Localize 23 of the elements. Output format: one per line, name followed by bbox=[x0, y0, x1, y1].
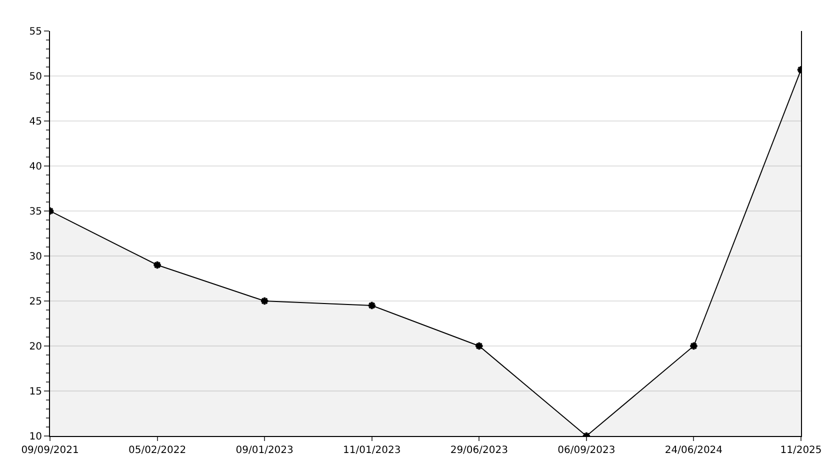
y-tick-label: 10 bbox=[29, 432, 42, 442]
y-tick-label: 15 bbox=[29, 386, 42, 398]
x-tick-label: 05/02/2022 bbox=[128, 445, 186, 456]
point bbox=[367, 300, 376, 310]
x-tick-label: 24/06/2024 bbox=[664, 445, 723, 456]
point bbox=[474, 341, 484, 351]
y-tick-label: 35 bbox=[29, 206, 42, 218]
x-tick-label: 09/01/2023 bbox=[236, 445, 294, 456]
x-tick-label: 06/09/2023 bbox=[558, 445, 616, 456]
x-tick-label: 09/09/2021 bbox=[21, 445, 79, 456]
x-tick-label: 29/06/2023 bbox=[450, 445, 508, 456]
y-tick-label: 20 bbox=[29, 342, 42, 352]
x-tick-label: 11/2025 bbox=[780, 445, 822, 456]
point bbox=[152, 260, 162, 270]
x-tick-label: 11/01/2023 bbox=[343, 445, 401, 456]
y-tick-label: 55 bbox=[29, 26, 42, 38]
point bbox=[689, 341, 698, 351]
y-tick-label: 50 bbox=[29, 72, 42, 82]
y-tick-label: 25 bbox=[29, 296, 42, 308]
y-tick-label: 45 bbox=[29, 116, 42, 128]
y-tick-label: 30 bbox=[29, 252, 42, 262]
y-tick-label: 40 bbox=[29, 162, 42, 172]
point bbox=[260, 296, 270, 306]
